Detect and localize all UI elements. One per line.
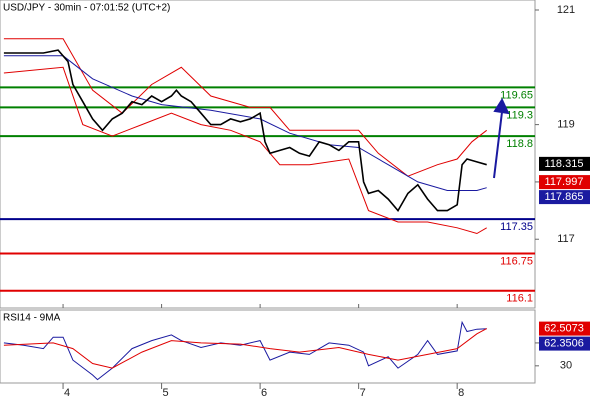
y-tick-label: 119 <box>557 119 575 131</box>
price-tag-label: 62.5073 <box>544 323 584 335</box>
rsi-panel <box>0 309 536 384</box>
series-line <box>3 38 488 177</box>
price-panel <box>0 0 536 309</box>
x-tick-label: 8 <box>458 387 464 399</box>
level-label: 119.65 <box>500 89 533 101</box>
price-tag-box <box>539 336 590 351</box>
price-tag-box <box>539 321 590 336</box>
x-tick-label: 7 <box>360 387 366 399</box>
series-line <box>3 320 487 381</box>
level-label: 116.75 <box>500 255 533 267</box>
price-tag-box <box>539 175 590 190</box>
chart-title: USD/JPY - 30min - 07:01:52 (UTC+2) <box>3 3 170 14</box>
series-line <box>3 328 487 369</box>
price-tag-box <box>539 190 590 205</box>
y-tick-label: 30 <box>560 360 572 372</box>
rsi-title: RSI14 - 9MA <box>3 313 61 324</box>
price-tag: 62.3506 <box>539 336 590 351</box>
price-tag-label: 118.315 <box>545 158 584 170</box>
price-tag: 62.5073 <box>539 321 590 336</box>
price-tag-label: 117.997 <box>545 176 584 188</box>
level-label: 117.35 <box>500 221 533 233</box>
series-line <box>3 49 487 212</box>
price-tag: 117.997 <box>539 175 590 190</box>
series-line <box>3 55 487 191</box>
forecast-arrow <box>493 97 510 179</box>
price-tag: 117.865 <box>539 190 590 205</box>
price-tag-label: 117.865 <box>545 191 584 203</box>
price-tag-label: 62.3506 <box>544 338 584 350</box>
x-tick-label: 5 <box>163 387 169 399</box>
price-tag: 118.315 <box>539 156 590 171</box>
y-tick-label: 117 <box>557 233 575 245</box>
price-tag-box <box>539 156 590 171</box>
y-tick-label: 121 <box>557 4 575 16</box>
level-label: 119.3 <box>506 109 533 121</box>
x-tick-label: 6 <box>261 387 267 399</box>
x-tick-label: 4 <box>64 387 70 399</box>
level-label: 118.8 <box>506 138 533 150</box>
plot-layer: 117118119121119.65119.3118.8117.35116.75… <box>0 4 590 399</box>
level-label: 116.1 <box>506 293 533 305</box>
